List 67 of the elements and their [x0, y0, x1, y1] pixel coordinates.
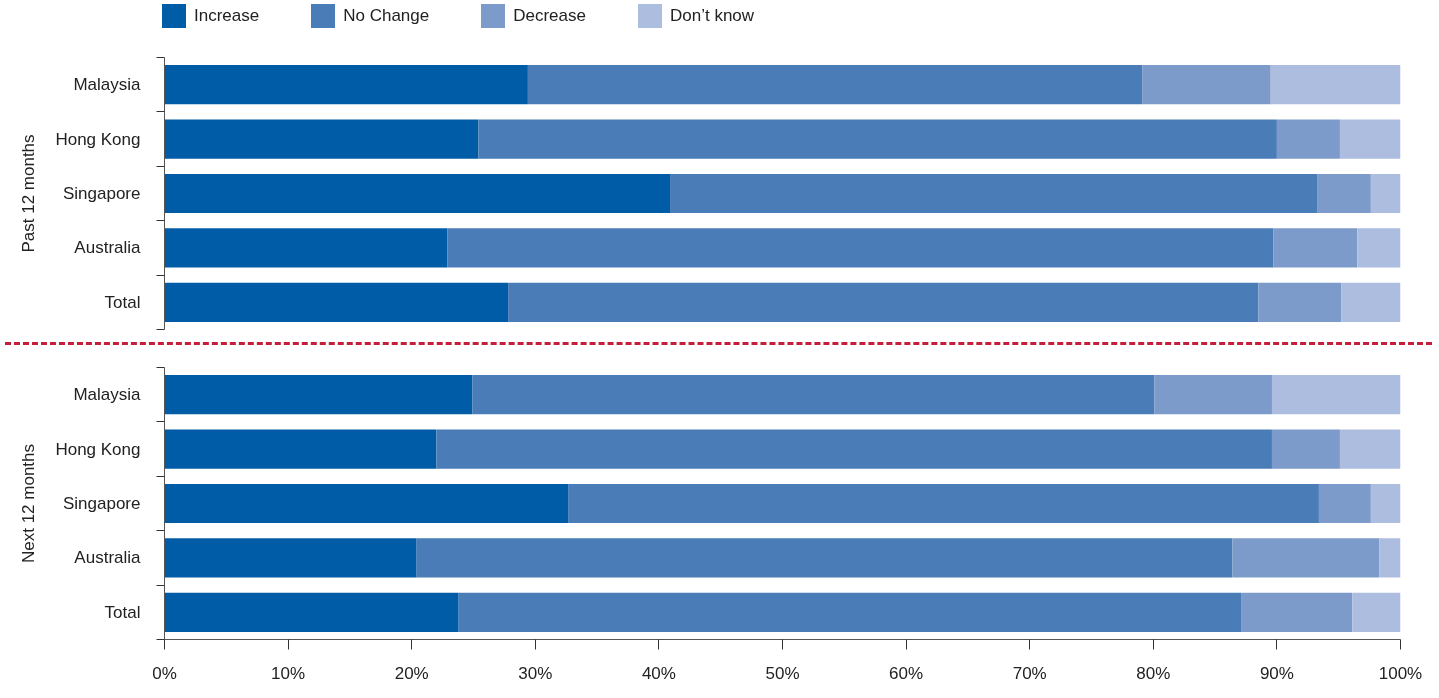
bar — [164, 228, 448, 268]
bar — [458, 592, 1242, 632]
bar — [1271, 429, 1340, 469]
bar — [1370, 173, 1401, 214]
y-axis-title: Past 12 months — [19, 134, 39, 253]
y-tick-label: Australia — [74, 548, 142, 568]
bar — [1339, 429, 1401, 469]
bar — [1258, 282, 1342, 322]
x-tick-label: 20% — [394, 663, 429, 683]
y-tick-label: Singapore — [63, 494, 141, 513]
bar — [164, 173, 671, 214]
y-tick-label: Hong Kong — [55, 439, 141, 459]
bar — [670, 173, 1318, 214]
bar — [416, 538, 1233, 578]
x-tick-label: 60% — [889, 663, 924, 683]
bar — [164, 483, 569, 524]
bar — [1241, 592, 1353, 632]
y-axis-title: Next 12 months — [19, 443, 39, 564]
bar — [1318, 483, 1371, 524]
bar — [447, 228, 1274, 268]
bar — [164, 119, 479, 159]
bar — [164, 592, 459, 632]
bar — [1352, 592, 1401, 632]
bar — [472, 375, 1155, 415]
y-tick-label: Hong Kong — [55, 129, 141, 149]
bar — [1379, 538, 1401, 578]
legend-label: No Change — [343, 5, 430, 27]
bar — [1270, 65, 1401, 105]
x-tick-label: 30% — [518, 663, 553, 683]
bar — [164, 65, 528, 105]
y-tick-label: Malaysia — [73, 75, 142, 95]
bar — [478, 119, 1277, 159]
bar — [164, 429, 437, 469]
y-tick-label: Malaysia — [73, 385, 142, 405]
y-tick-label: Singapore — [63, 184, 141, 203]
x-tick-label: 70% — [1012, 663, 1047, 683]
legend-label: Decrease — [513, 5, 586, 27]
bar — [1370, 483, 1401, 524]
bar — [164, 282, 509, 322]
y-tick-label: Total — [104, 292, 141, 312]
x-tick-label: 40% — [641, 663, 676, 683]
bar — [1271, 375, 1401, 415]
bar — [568, 483, 1319, 524]
bar — [1154, 375, 1272, 415]
x-tick-label: 0% — [152, 663, 177, 683]
x-tick-label: 50% — [765, 663, 800, 683]
bar — [1341, 282, 1401, 322]
x-tick-label: 90% — [1259, 663, 1294, 683]
y-tick-label: Australia — [74, 238, 142, 258]
bar — [164, 375, 473, 415]
bar — [1142, 65, 1271, 105]
bar — [1273, 228, 1358, 268]
x-tick-label: 100% — [1378, 663, 1423, 683]
bar — [1339, 119, 1401, 159]
bar — [1232, 538, 1380, 578]
y-tick-label: Total — [104, 602, 141, 622]
bar — [1276, 119, 1340, 159]
legend-label: Increase — [194, 5, 260, 27]
x-tick-label: 10% — [271, 663, 306, 683]
bar — [164, 538, 417, 578]
bar — [1317, 173, 1371, 214]
bar — [436, 429, 1272, 469]
bar — [527, 65, 1143, 105]
bar — [508, 282, 1259, 322]
x-tick-label: 80% — [1136, 663, 1171, 683]
bar — [1357, 228, 1401, 268]
legend-label: Don’t know — [669, 5, 755, 27]
